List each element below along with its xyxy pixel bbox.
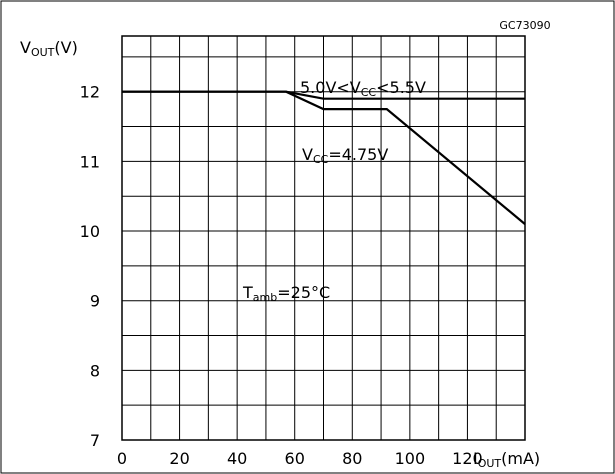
y-tick-label: 10 <box>80 222 100 241</box>
temperature-annotation: Tamb=25°C <box>242 283 330 304</box>
plot-frame <box>121 35 526 441</box>
x-tick-label: 100 <box>395 449 426 468</box>
tick-labels: 0 20 40 60 80 100 120 7 8 9 10 11 12 <box>80 83 483 468</box>
y-axis-label: VOUT(V) <box>20 38 78 59</box>
y-tick-label: 7 <box>90 431 100 450</box>
x-tick-label: 20 <box>169 449 189 468</box>
x-tick-label: 0 <box>117 449 127 468</box>
y-tick-label: 9 <box>90 292 100 311</box>
series-label-5v: 5.0V<VCC<5.5V <box>300 78 426 99</box>
x-tick-label: 60 <box>285 449 305 468</box>
y-tick-label: 11 <box>80 152 100 171</box>
x-axis-label: IOUT(mA) <box>473 449 540 470</box>
x-tick-label: 120 <box>452 449 483 468</box>
series-layer <box>122 90 526 225</box>
x-tick-label: 40 <box>227 449 247 468</box>
figure-code: GC73090 <box>499 19 550 32</box>
y-tick-label: 8 <box>90 361 100 380</box>
y-tick-label: 12 <box>80 83 100 102</box>
series-line-1 <box>122 90 526 225</box>
grid <box>122 36 525 440</box>
x-tick-label: 80 <box>342 449 362 468</box>
series-label-4v75: VCC=4.75V <box>302 145 388 166</box>
